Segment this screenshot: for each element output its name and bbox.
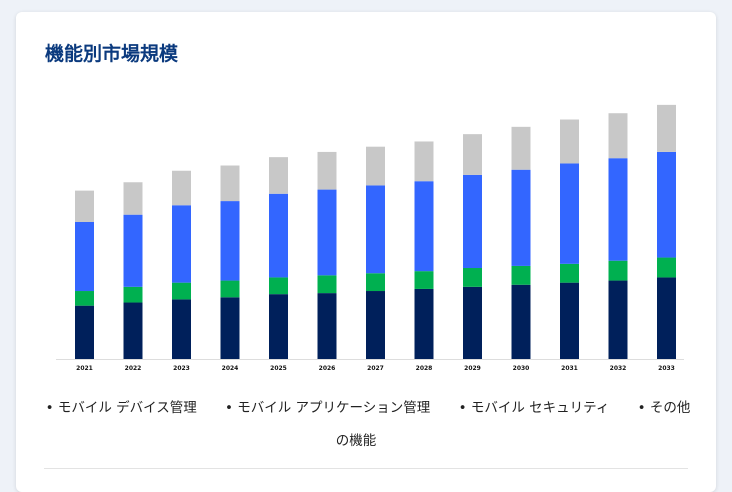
bar-segment-2023-series-3 — [172, 170, 191, 206]
stacked-bar-chart: 2021 2022 2023 2024 2025 2026 2027 2028 2029 2030… — [56, 104, 684, 372]
bar-segment-2030-series-0 — [511, 284, 531, 359]
bar-segment-2027-series-3 — [366, 146, 385, 186]
bar-segment-2030-series-2 — [511, 169, 531, 266]
bar-segment-2029-series-2 — [463, 174, 482, 269]
bar-segment-2026-series-2 — [317, 189, 337, 276]
x-tick-label-2022: 2022 — [125, 365, 142, 372]
bar-segment-2022-series-3 — [123, 182, 143, 215]
bar-segment-2026-series-1 — [317, 275, 337, 294]
chart-title: 機能別市場規模 — [45, 43, 179, 65]
chart-card: 機能別市場規模 2021 2022 2023 2024 2025 2026 2027 2028… — [16, 12, 716, 492]
bar-segment-2033-series-2 — [657, 151, 676, 258]
bar-segment-2025-series-2 — [269, 193, 288, 278]
bar-segment-2030-series-1 — [511, 265, 531, 285]
x-tick-label-2023: 2023 — [173, 365, 190, 372]
bar-segment-2031-series-1 — [560, 263, 579, 283]
bar-segment-2024-series-2 — [220, 201, 240, 281]
bar-segment-2031-series-2 — [560, 163, 579, 264]
x-tick-label-2024: 2024 — [222, 365, 239, 372]
bar-segment-2029-series-0 — [463, 286, 482, 359]
legend-item-device-management: • モバイル デバイス管理 — [45, 400, 197, 416]
x-tick-label-2021: 2021 — [76, 365, 93, 372]
legend-item-app-management: • モバイル アプリケーション管理 — [225, 400, 431, 416]
bar-segment-2024-series-1 — [220, 280, 240, 298]
bar-segment-2023-series-0 — [172, 299, 191, 359]
x-tick-label-2033: 2033 — [658, 365, 675, 372]
bar-segment-2031-series-3 — [560, 119, 579, 164]
bar-segment-2022-series-1 — [123, 286, 143, 303]
bar-segment-2027-series-2 — [366, 185, 385, 274]
bar-segment-2033-series-1 — [657, 257, 676, 278]
bar-segment-2032-series-0 — [608, 280, 628, 359]
chart-legend: • モバイル デバイス管理 • モバイル アプリケーション管理 • モバイル セ… — [44, 392, 692, 458]
bar-segment-2025-series-0 — [269, 294, 288, 359]
bar-segment-2028-series-2 — [414, 181, 434, 272]
legend-item-other: • その他の機能 — [335, 400, 691, 449]
x-tick-label-2027: 2027 — [367, 365, 384, 372]
bar-segment-2033-series-3 — [657, 104, 676, 152]
x-tick-label-2031: 2031 — [561, 365, 578, 372]
bar-segment-2023-series-1 — [172, 282, 191, 300]
bar-segment-2029-series-1 — [463, 268, 482, 287]
bar-segment-2026-series-0 — [317, 293, 337, 359]
x-tick-label-2032: 2032 — [610, 365, 627, 372]
bar-segment-2024-series-3 — [220, 165, 240, 202]
bar-segment-2027-series-1 — [366, 273, 385, 292]
bar-segment-2021-series-3 — [75, 190, 94, 222]
bar-segment-2032-series-2 — [608, 158, 628, 261]
x-tick-label-2029: 2029 — [464, 365, 481, 372]
bar-segment-2028-series-0 — [414, 288, 434, 359]
bar-segment-2023-series-2 — [172, 205, 191, 283]
bar-segment-2029-series-3 — [463, 134, 482, 175]
bar-segment-2032-series-1 — [608, 260, 628, 281]
bar-segment-2025-series-1 — [269, 277, 288, 295]
bar-segment-2028-series-3 — [414, 141, 434, 182]
bar-segment-2021-series-2 — [75, 221, 94, 292]
bar-segment-2024-series-0 — [220, 297, 240, 359]
x-tick-label-2025: 2025 — [270, 365, 287, 372]
x-tick-label-2030: 2030 — [513, 365, 530, 372]
bar-segment-2032-series-3 — [608, 113, 628, 159]
x-tick-label-2026: 2026 — [319, 365, 336, 372]
x-tick-label-2028: 2028 — [416, 365, 433, 372]
bar-segment-2021-series-0 — [75, 305, 94, 359]
bar-segment-2022-series-0 — [123, 302, 143, 359]
legend-item-security: • モバイル セキュリティ — [458, 400, 610, 416]
bar-segment-2022-series-2 — [123, 214, 143, 287]
bar-segment-2031-series-0 — [560, 282, 579, 359]
bar-segment-2027-series-0 — [366, 291, 385, 359]
divider — [44, 468, 688, 469]
bar-segment-2028-series-1 — [414, 271, 434, 289]
bar-segment-2025-series-3 — [269, 157, 288, 194]
bar-segment-2033-series-0 — [657, 277, 676, 359]
bar-segment-2026-series-3 — [317, 151, 337, 190]
bar-segment-2030-series-3 — [511, 126, 531, 170]
bar-segment-2021-series-1 — [75, 291, 94, 306]
